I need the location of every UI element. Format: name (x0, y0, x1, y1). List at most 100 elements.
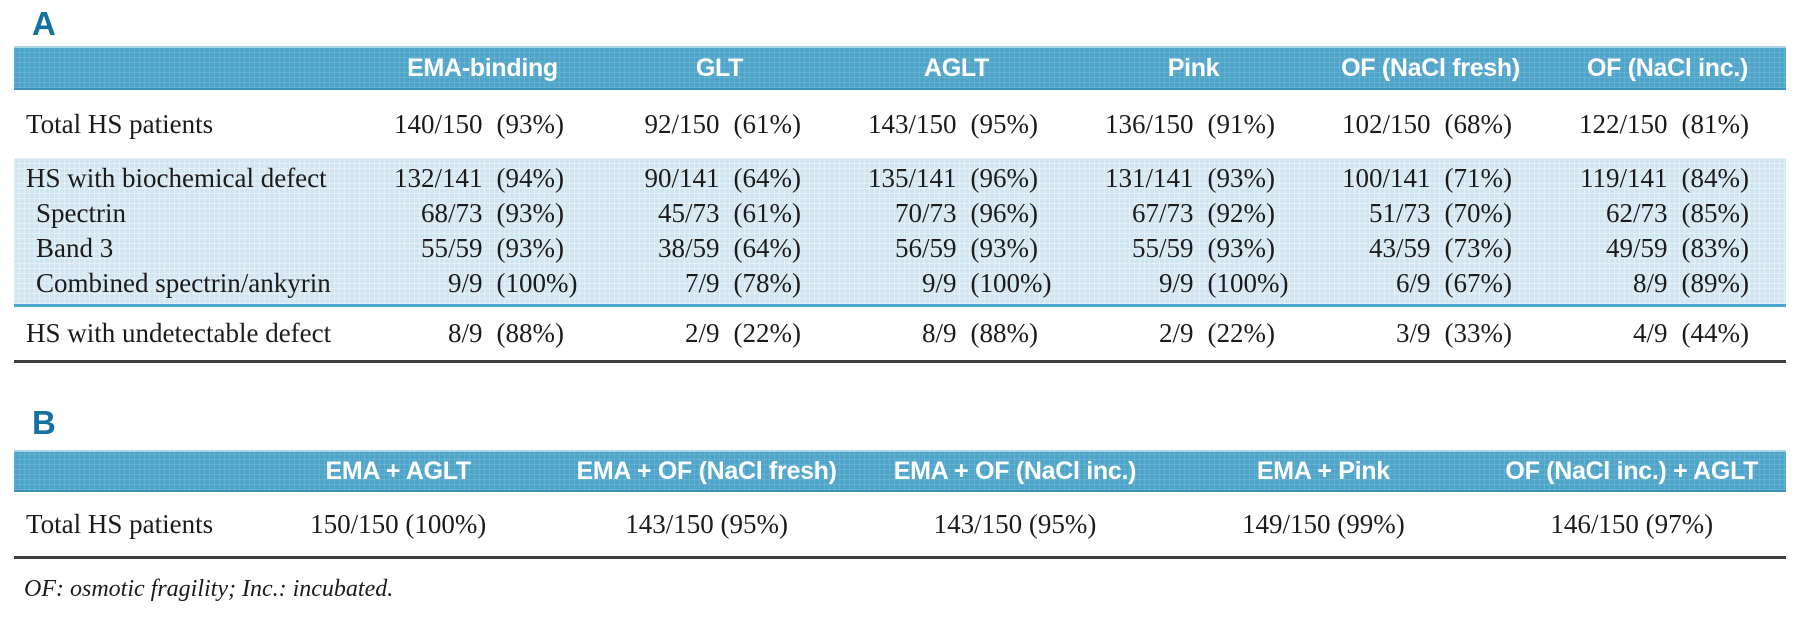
data-cell: 9/9 (100%) (838, 268, 1075, 299)
row-label: Combined spectrin/ankyrin (36, 268, 331, 298)
fraction-value: 38/59 (657, 233, 720, 263)
percent-value: (91%) (1207, 108, 1275, 139)
data-cell: 119/141 (84%) (1549, 163, 1786, 194)
percent-value: (88%) (496, 318, 564, 348)
percent-value: (22%) (1207, 318, 1275, 348)
data-cell: 135/141 (96%) (838, 163, 1075, 194)
percent-value: (64%) (733, 163, 801, 193)
percent-value: (81%) (1681, 108, 1749, 139)
data-cell: 92/150 (61%) (601, 109, 838, 140)
percent-value: (83%) (1681, 233, 1749, 263)
data-cell: 143/150 (95%) (625, 508, 788, 539)
table-row-band3: Band 3 55/59 (93%) 38/59 (64%) 56/59 (93%) … (14, 231, 1786, 266)
fraction-value: 6/9 (1395, 268, 1431, 298)
data-cell: 45/73 (61%) (601, 198, 838, 229)
percent-value: (94%) (496, 163, 564, 193)
row-label: Band 3 (36, 233, 114, 263)
row-label: Total HS patients (26, 508, 214, 539)
fraction-value: 67/73 (1131, 198, 1194, 228)
fraction-value: 55/59 (1131, 233, 1194, 263)
fraction-value: 68/73 (420, 198, 483, 228)
row-label: Spectrin (36, 198, 126, 228)
fraction-value: 2/9 (684, 318, 720, 348)
percent-value: (70%) (1444, 198, 1512, 228)
percent-value: (89%) (1681, 268, 1749, 298)
table-a-column-header-pink: Pink (1167, 53, 1220, 82)
footnote-area: OF: osmotic fragility; Inc.: incubated. (14, 559, 1786, 617)
percent-value: (71%) (1444, 163, 1512, 193)
table-a-column-header-ema: EMA-binding (407, 53, 558, 82)
fraction-value: 136/150 (1104, 108, 1194, 139)
data-cell: 8/9 (88%) (838, 318, 1075, 349)
percent-value: (100%) (496, 268, 578, 298)
data-cell: 68/73 (93%) (364, 198, 601, 229)
data-cell: 55/59 (93%) (1075, 233, 1312, 264)
data-cell: 67/73 (92%) (1075, 198, 1312, 229)
data-cell: 90/141 (64%) (601, 163, 838, 194)
data-cell: 2/9 (22%) (601, 318, 838, 349)
table-a-column-header-of-fresh: OF (NaCl fresh) (1341, 53, 1520, 82)
table-b-column-header-ema-aglt: EMA + AGLT (325, 456, 472, 485)
data-cell: 122/150 (81%) (1549, 109, 1786, 140)
percent-value: (93%) (970, 233, 1038, 263)
table-row-spectrin: Spectrin 68/73 (93%) 45/73 (61%) 70/73 (96%… (14, 196, 1786, 231)
percent-value: (78%) (733, 268, 801, 298)
fraction-value: 45/73 (657, 198, 720, 228)
table-row-undetectable-defect: HS with undetectable defect 8/9 (88%) 2/9… (14, 307, 1786, 360)
percent-value: (85%) (1681, 198, 1749, 228)
fraction-value: 70/73 (894, 198, 957, 228)
percent-value: (96%) (970, 198, 1038, 228)
percent-value: (96%) (970, 163, 1038, 193)
fraction-value: 49/59 (1605, 233, 1668, 263)
data-cell: 3/9 (33%) (1312, 318, 1549, 349)
fraction-value: 102/150 (1341, 108, 1431, 139)
fraction-value: 9/9 (1158, 268, 1194, 298)
table-a-bottom-rule (14, 360, 1786, 363)
data-cell: 49/59 (83%) (1549, 233, 1786, 264)
fraction-value: 119/141 (1580, 163, 1668, 193)
data-cell: 62/73 (85%) (1549, 198, 1786, 229)
row-label: HS with biochemical defect (26, 163, 327, 193)
data-cell: 55/59 (93%) (364, 233, 601, 264)
data-cell: 143/150 (95%) (933, 508, 1097, 539)
percent-value: (100%) (970, 268, 1052, 298)
fraction-value: 4/9 (1632, 318, 1668, 348)
table-b-header-row: EMA + AGLT EMA + OF (NaCl fresh) EMA + O… (14, 450, 1786, 492)
data-cell: 6/9 (67%) (1312, 268, 1549, 299)
fraction-value: 9/9 (447, 268, 483, 298)
table-a-header-row: EMA-binding GLT AGLT Pink OF (NaCl fresh… (14, 46, 1786, 90)
data-cell: 100/141 (71%) (1312, 163, 1549, 194)
data-cell: 43/59 (73%) (1312, 233, 1549, 264)
data-cell: 8/9 (88%) (364, 318, 601, 349)
percent-value: (88%) (970, 318, 1038, 348)
table-row-biochemical-defect: HS with biochemical defect 132/141 (94%) … (14, 161, 1786, 196)
percent-value: (44%) (1681, 318, 1749, 348)
fraction-value: 3/9 (1395, 318, 1431, 348)
table-row-total-hs: Total HS patients 140/150 (93%) 92/150 (61… (14, 90, 1786, 158)
table-b-column-header-ema-of-fresh: EMA + OF (NaCl fresh) (576, 456, 837, 485)
fraction-value: 131/141 (1104, 163, 1194, 193)
fraction-value: 56/59 (894, 233, 957, 263)
fraction-value: 143/150 (867, 108, 957, 139)
data-cell: 51/73 (70%) (1312, 198, 1549, 229)
percent-value: (64%) (733, 233, 801, 263)
table-b-column-header-of-inc-aglt: OF (NaCl inc.) + AGLT (1505, 456, 1759, 485)
data-cell: 146/150 (97%) (1550, 508, 1714, 539)
blue-separator-line (14, 304, 1786, 307)
fraction-value: 9/9 (921, 268, 957, 298)
table-b-column-header-ema-pink: EMA + Pink (1256, 456, 1390, 485)
percent-value: (33%) (1444, 318, 1512, 348)
data-cell: 8/9 (89%) (1549, 268, 1786, 299)
table-b-bottom-rule (14, 556, 1786, 559)
fraction-value: 55/59 (420, 233, 483, 263)
percent-value: (22%) (733, 318, 801, 348)
data-cell: 4/9 (44%) (1549, 318, 1786, 349)
table-row-combined-spectrin-ankyrin: Combined spectrin/ankyrin 9/9 (100%) 7/9 (… (14, 266, 1786, 301)
data-cell: 140/150 (93%) (364, 109, 601, 140)
fraction-value: 8/9 (1632, 268, 1668, 298)
percent-value: (84%) (1681, 163, 1749, 193)
fraction-value: 7/9 (684, 268, 720, 298)
data-cell: 132/141 (94%) (364, 163, 601, 194)
table-b-column-header-ema-of-inc: EMA + OF (NaCl inc.) (893, 456, 1137, 485)
percent-value: (61%) (733, 108, 801, 139)
